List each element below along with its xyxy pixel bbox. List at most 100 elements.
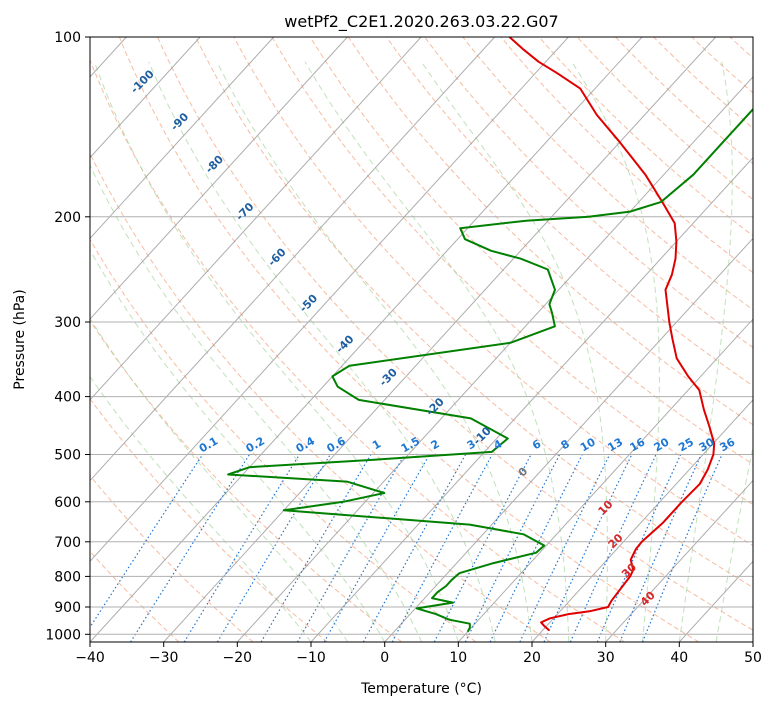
mixing-ratio-line	[216, 454, 331, 642]
y-tick-label: 900	[54, 600, 81, 616]
y-tick-label: 100	[54, 30, 81, 46]
x-tick-label: −20	[223, 650, 253, 666]
dry-adiabat	[309, 37, 753, 465]
pressure-gridlines	[90, 37, 753, 635]
x-tick-label: −10	[296, 650, 326, 666]
dry-adiabat	[652, 37, 753, 129]
x-axis-label: Temperature (°C)	[360, 681, 482, 697]
plot-frame	[89, 36, 754, 643]
isotherm-label: -60	[265, 245, 288, 268]
dry-adiabat	[90, 319, 403, 642]
moist-adiabat	[678, 61, 733, 642]
isotherm-label: -20	[424, 395, 447, 418]
isotherm	[457, 318, 753, 642]
isotherm-label: 0	[516, 464, 531, 479]
mixing-ratio-line	[296, 454, 406, 642]
x-tick-label: 10	[449, 650, 467, 666]
isotherm-label: -80	[203, 153, 226, 176]
isotherm	[531, 399, 753, 642]
chart-title: wetPf2_C2E1.2020.263.03.22.G07	[284, 12, 558, 32]
dewpoint-profile	[227, 107, 753, 633]
isotherm-label: -90	[168, 110, 191, 133]
dry-adiabat	[90, 474, 254, 642]
x-tick-label: 0	[380, 650, 389, 666]
y-tick-label: 800	[54, 569, 81, 585]
moist-adiabat	[420, 61, 608, 642]
dry-adiabat	[462, 37, 753, 311]
mixing-ratio-label: 1.5	[399, 434, 422, 455]
isotherm	[384, 237, 753, 642]
mixing-ratio-label: 36	[717, 435, 737, 454]
dry-adiabat	[157, 37, 753, 631]
mixing-ratio-line	[569, 454, 657, 642]
isotherm	[90, 37, 643, 642]
dry-adiabat	[424, 37, 753, 349]
isotherm	[90, 37, 275, 240]
dry-adiabat	[90, 58, 625, 642]
x-tick-label: 40	[670, 650, 688, 666]
isotherm	[310, 156, 753, 642]
y-tick-label: 500	[54, 448, 81, 464]
mixing-ratio-line	[543, 454, 633, 642]
isotherm	[236, 76, 753, 642]
x-tick-label: −30	[149, 650, 179, 666]
moist-adiabat	[148, 61, 496, 642]
isotherm	[163, 37, 717, 642]
mixing-ratio-label: 0.1	[197, 434, 220, 455]
mixing-ratio-line	[323, 454, 430, 642]
dry-adiabat	[90, 397, 328, 642]
moist-adiabat	[90, 248, 386, 642]
dry-adiabat-label: 30	[619, 560, 639, 580]
dry-adiabat	[347, 37, 753, 426]
dry-adiabat	[271, 37, 753, 506]
mixing-ratio-label: 1	[370, 437, 383, 452]
mixing-ratio-label: 20	[652, 435, 672, 454]
mixing-ratio-line	[519, 454, 611, 642]
y-tick-label: 600	[54, 495, 81, 511]
isotherm	[605, 479, 753, 642]
mixing-ratio-label: 0.6	[324, 434, 348, 455]
y-tick-label: 300	[54, 315, 81, 331]
x-tick-label: 50	[744, 650, 762, 666]
isotherm	[90, 37, 569, 562]
moist-adiabat	[93, 61, 459, 642]
isotherm	[90, 37, 348, 320]
mixing-ratio-line	[642, 454, 723, 642]
mixing-ratio-line	[596, 454, 682, 642]
x-axis: −40 −30 −20 −10 0 10 20 30 40 50	[75, 642, 762, 666]
dry-adiabat	[90, 238, 477, 642]
mixing-ratio-line	[464, 454, 561, 642]
isotherm	[752, 641, 753, 642]
x-tick-label: 20	[523, 650, 541, 666]
dry-adiabat	[614, 37, 753, 165]
mixing-ratio-line	[362, 454, 467, 642]
dry-adiabat-label: 10	[596, 498, 616, 518]
dry-adiabat	[118, 37, 700, 642]
moist-adiabat	[90, 375, 312, 642]
isotherm	[678, 560, 753, 642]
mixing-ratio-label: 25	[676, 435, 696, 454]
y-axis-label: Pressure (hPa)	[12, 289, 28, 389]
mixing-ratio-label: 0.4	[294, 434, 318, 455]
isotherm	[90, 37, 422, 401]
dry-adiabat	[195, 37, 753, 589]
mixing-ratio-line	[391, 454, 493, 642]
x-tick-label: 30	[597, 650, 615, 666]
moist-adiabat	[571, 61, 660, 642]
mixing-ratio-line	[619, 454, 702, 642]
isotherm	[90, 37, 201, 159]
y-tick-label: 1000	[45, 627, 81, 643]
profile-lines	[227, 37, 753, 633]
moist-adiabat	[216, 61, 533, 642]
dry-adiabat	[753, 24, 775, 642]
dry-adiabat	[385, 37, 753, 387]
moist-adiabat	[90, 163, 422, 642]
isotherm-label: -50	[297, 292, 320, 315]
dry-adiabat	[233, 37, 753, 547]
mixing-ratio-line	[433, 454, 532, 642]
isotherm-label: -70	[233, 200, 256, 223]
y-tick-label: 700	[54, 535, 81, 551]
moist-adiabat	[90, 317, 349, 642]
moist-adiabat	[304, 61, 570, 642]
